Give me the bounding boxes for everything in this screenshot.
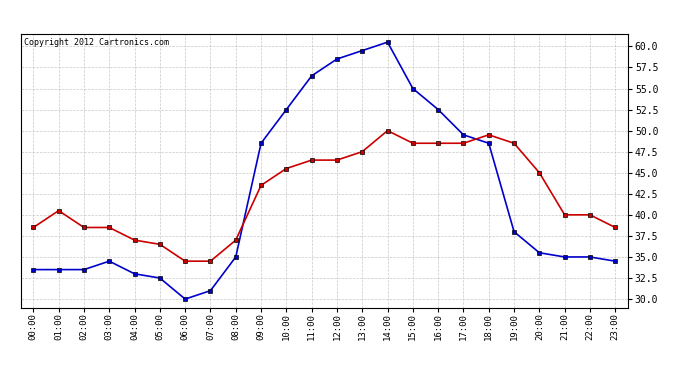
Text: Outdoor Temperature (Red) vs THSW Index (Blue) per Hour (24 Hours) 20120406: Outdoor Temperature (Red) vs THSW Index …	[3, 9, 538, 22]
Text: Copyright 2012 Cartronics.com: Copyright 2012 Cartronics.com	[23, 38, 169, 47]
